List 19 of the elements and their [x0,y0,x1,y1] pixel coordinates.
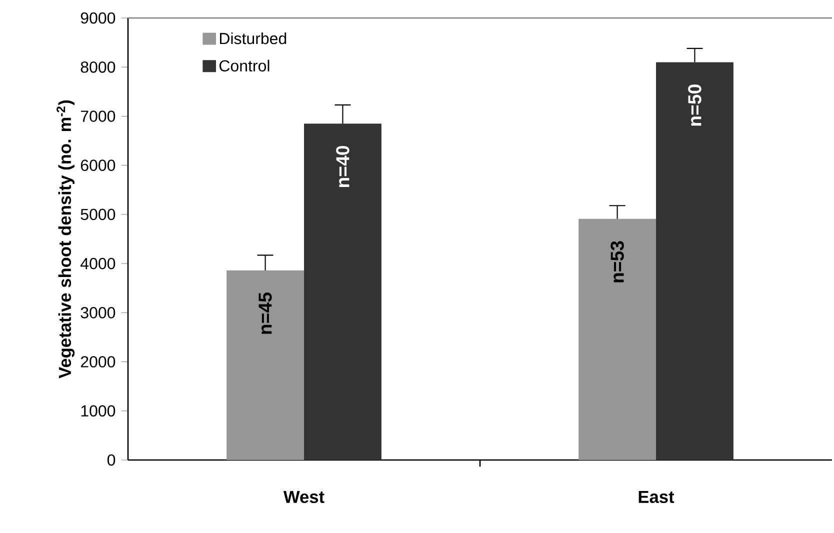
y-tick-label: 2000 [80,356,116,368]
y-tick-label: 4000 [80,258,116,270]
y-tick-label: 7000 [80,110,116,122]
legend-label: Control [219,60,270,72]
x-tick-label: East [638,490,674,504]
annotation: n=53 [610,241,624,282]
y-tick-label: 8000 [80,61,116,73]
y-tick-label: 1000 [81,405,116,417]
y-tick-label: 6000 [80,160,116,171]
y-tick-label: 0 [107,454,116,466]
text: Vegetative shoot density (no. m$^{-2}$) [56,100,75,378]
y-tick-label: 9000 [80,12,116,24]
y-tick-label: 3000 [80,307,116,318]
y-tick-label: 5000 [80,208,116,220]
annotation: n=45 [258,292,272,334]
annotation: n=50 [688,84,702,126]
x-tick-label: West [283,490,324,504]
legend-label: Disturbed [220,32,286,44]
annotation: n=40 [336,146,350,188]
